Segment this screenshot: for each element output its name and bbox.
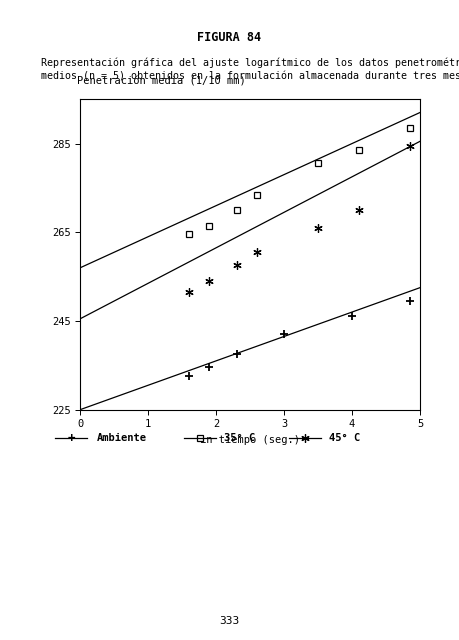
Text: Representación gráfica del ajuste logarítmico de los datos penetrométricos: Representación gráfica del ajuste logarí… [41, 58, 459, 68]
X-axis label: Ln tiempo (seg.): Ln tiempo (seg.) [200, 435, 300, 445]
Text: 35° C: 35° C [224, 433, 255, 444]
Text: 45° C: 45° C [329, 433, 360, 444]
Text: Penetración media (1/10 mm): Penetración media (1/10 mm) [77, 77, 246, 87]
Text: +: + [67, 432, 75, 445]
Text: 333: 333 [219, 616, 240, 626]
Text: Ambiente: Ambiente [96, 433, 146, 444]
Text: medios (n = 5) obtenidos en la formulación almacenada durante tres meses.: medios (n = 5) obtenidos en la formulaci… [41, 72, 459, 82]
Text: FIGURA 84: FIGURA 84 [197, 31, 262, 44]
